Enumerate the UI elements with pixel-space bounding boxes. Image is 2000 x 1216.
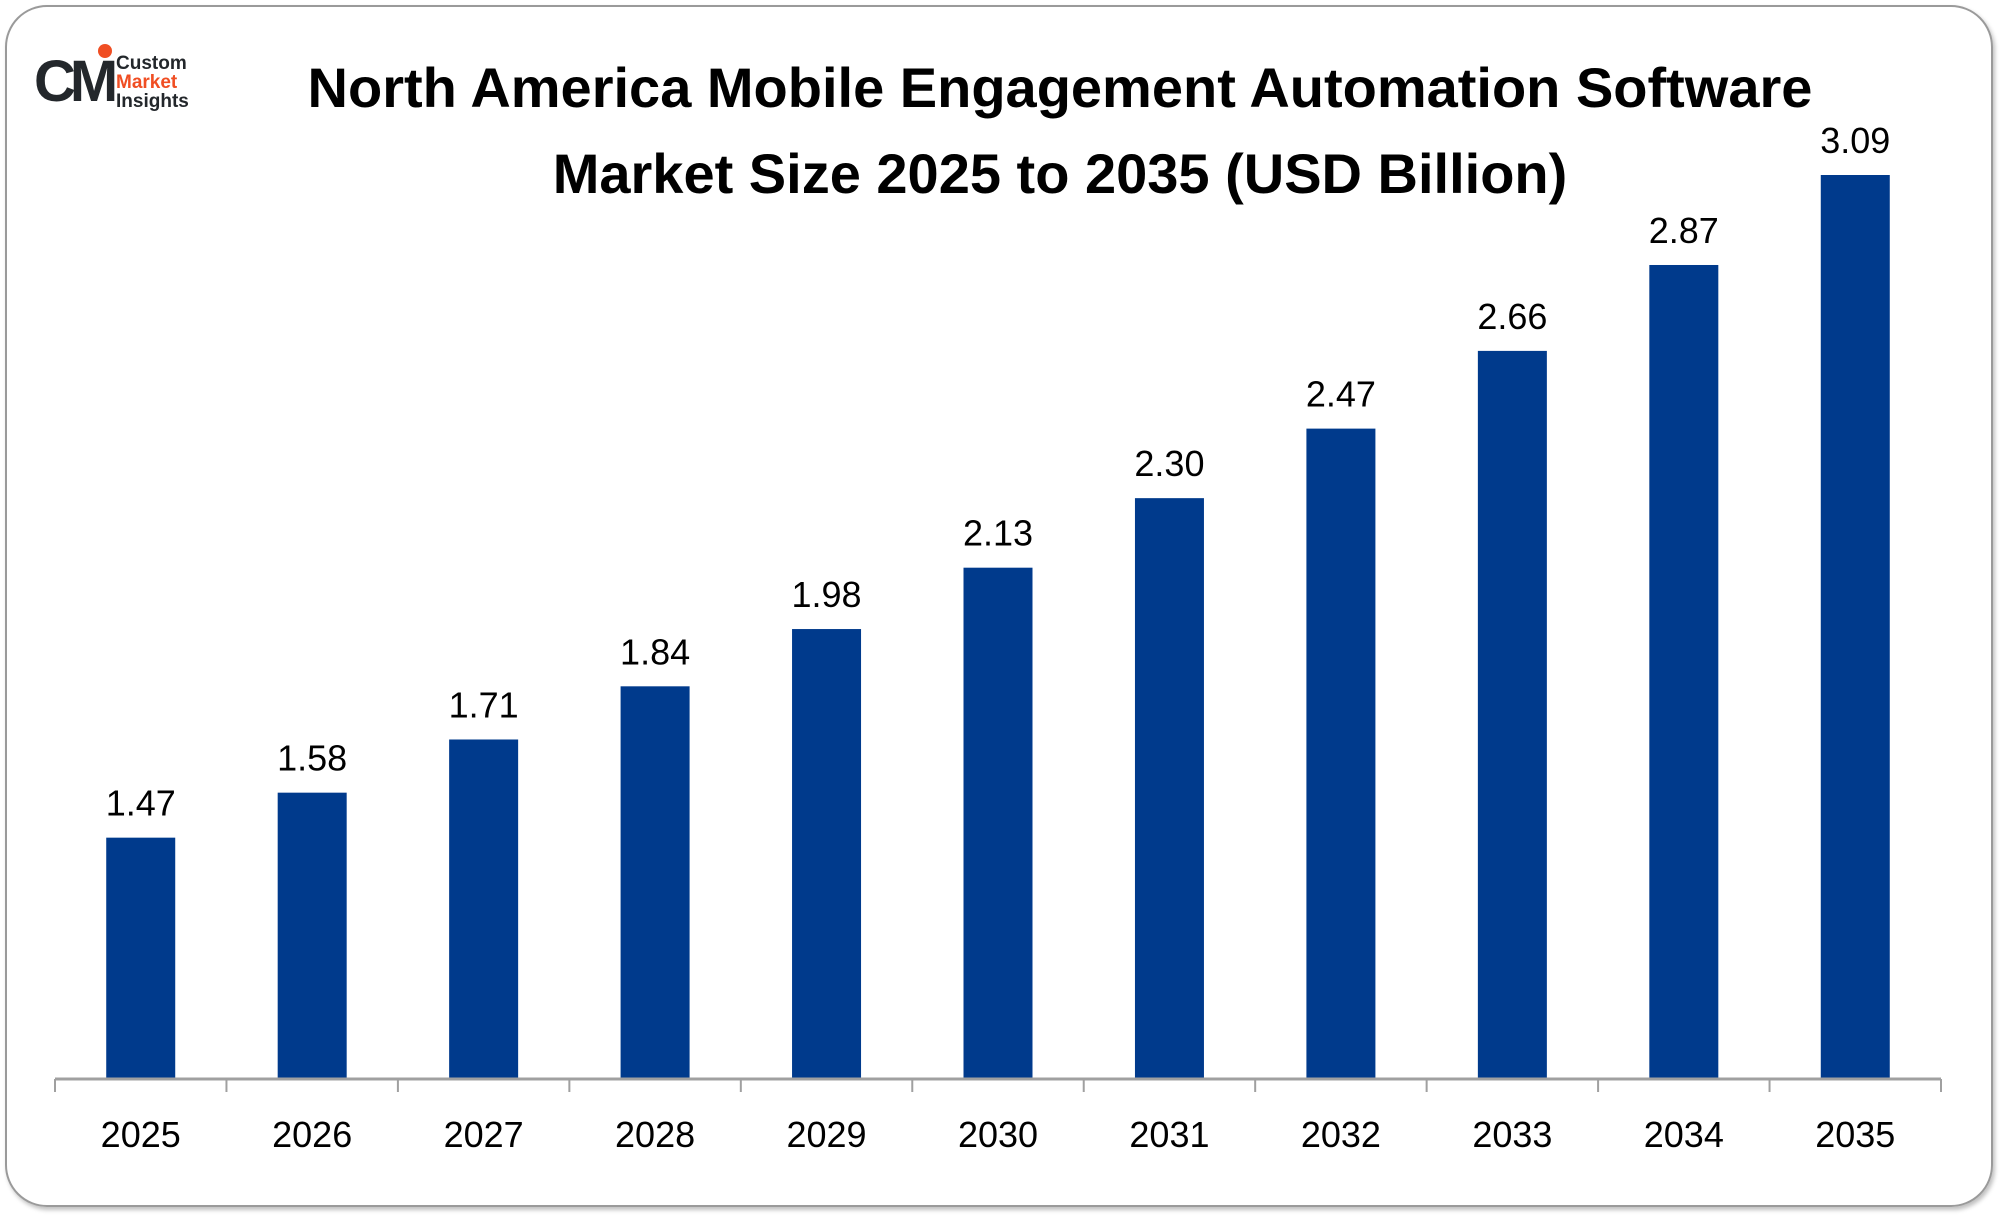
bar: [449, 739, 519, 1079]
bar: [1306, 428, 1376, 1080]
data-label: 1.58: [277, 738, 347, 779]
data-label: 2.13: [963, 513, 1033, 554]
x-tick-label: 2030: [958, 1114, 1038, 1155]
logo-line-3: Insights: [116, 91, 189, 112]
bar: [792, 629, 862, 1079]
logo-line-2: Market: [116, 72, 178, 93]
bar: [1134, 498, 1204, 1080]
x-tick-label: 2035: [1815, 1114, 1895, 1155]
x-tick-label: 2031: [1129, 1114, 1209, 1155]
data-label: 1.71: [449, 684, 519, 725]
bar: [1477, 350, 1547, 1080]
x-tick-label: 2033: [1472, 1114, 1552, 1155]
data-label: 1.47: [106, 783, 176, 824]
data-label: 2.47: [1306, 374, 1376, 415]
data-label: 1.98: [792, 574, 862, 615]
logo-mark: CM: [34, 49, 118, 114]
x-tick-label: 2025: [101, 1114, 181, 1155]
data-label: 2.66: [1477, 296, 1547, 337]
chart-title: North America Mobile Engagement Automati…: [307, 56, 1813, 205]
x-tick-label: 2034: [1644, 1114, 1724, 1155]
chart-frame: [5, 5, 1993, 1207]
bar: [106, 837, 176, 1079]
data-label: 2.87: [1649, 210, 1719, 251]
bar: [1649, 264, 1719, 1079]
data-label: 2.30: [1134, 443, 1204, 484]
bar: [1820, 175, 1890, 1079]
bar: [277, 792, 347, 1079]
data-label: 1.84: [620, 631, 690, 672]
x-tick-label: 2026: [272, 1114, 352, 1155]
logo-dot-icon: [98, 44, 112, 58]
bar: [963, 567, 1033, 1079]
x-tick-label: 2029: [786, 1114, 866, 1155]
x-tick-label: 2032: [1301, 1114, 1381, 1155]
x-tick-label: 2027: [444, 1114, 524, 1155]
bar: [620, 686, 690, 1079]
logo-text: Custom Market Insights: [116, 54, 189, 111]
logo-line-1: Custom: [116, 53, 187, 74]
x-tick-label: 2028: [615, 1114, 695, 1155]
logo: CM Custom Market Insights: [34, 42, 214, 122]
data-label: 3.09: [1820, 120, 1890, 161]
